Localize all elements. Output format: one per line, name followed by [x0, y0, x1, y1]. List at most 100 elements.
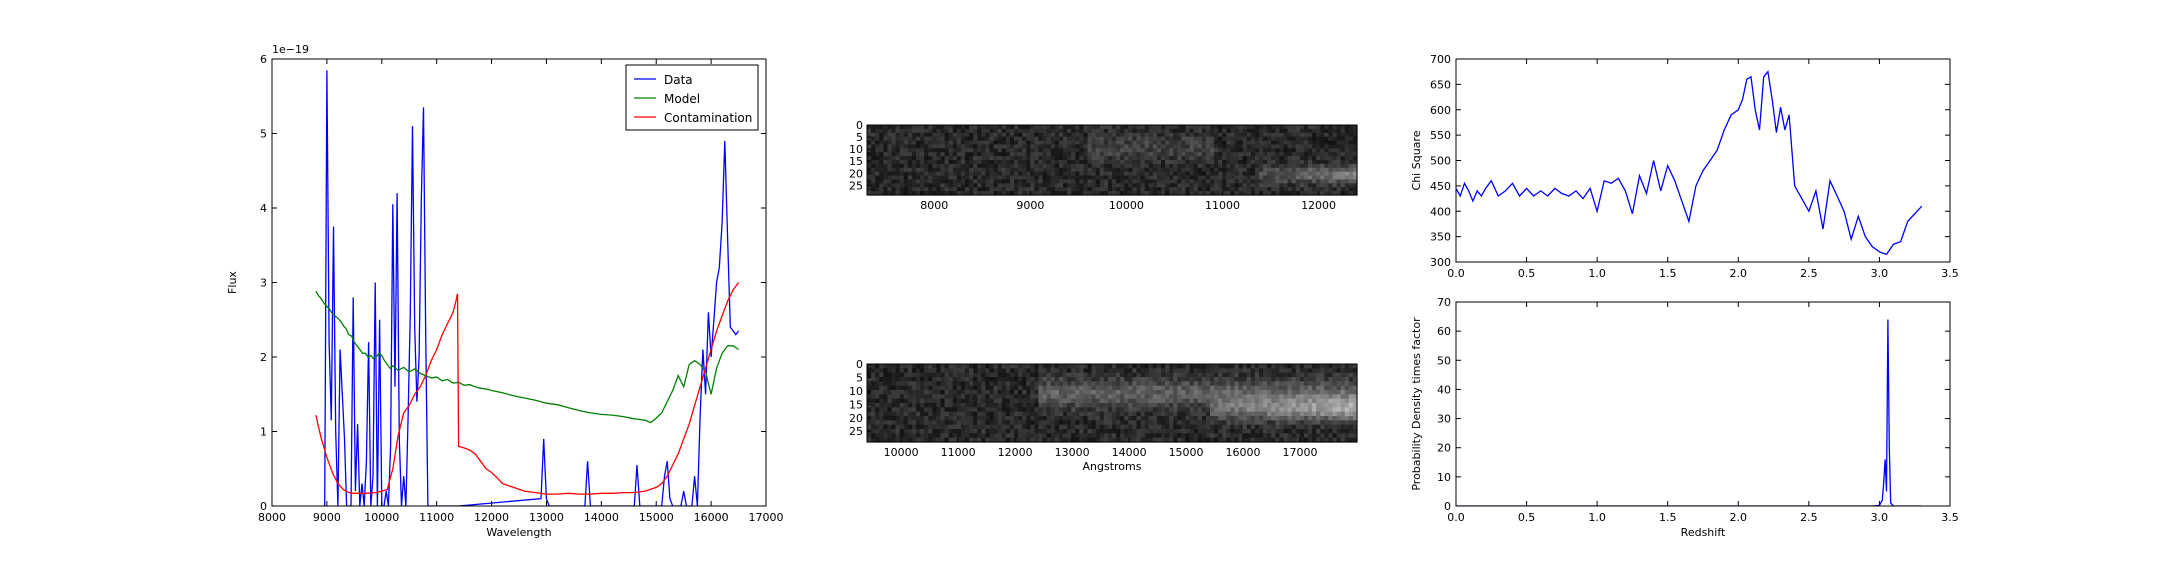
pixel [1320, 125, 1325, 130]
pixel [1324, 411, 1330, 417]
pixel [879, 191, 884, 196]
pixel [1018, 125, 1023, 130]
pixel [985, 191, 991, 196]
pixel [1091, 381, 1097, 387]
pixel [1165, 407, 1170, 413]
pixel [1022, 385, 1027, 391]
pixel [1071, 390, 1076, 395]
pixel [997, 125, 1003, 130]
pixel [1075, 167, 1080, 173]
pixel [1340, 183, 1346, 188]
pixel [1254, 403, 1260, 408]
pixel [1352, 132, 1358, 138]
pixel [1177, 390, 1183, 395]
pixel [1014, 433, 1019, 439]
pixel [1267, 407, 1272, 413]
pixel [1091, 372, 1097, 378]
pixel [1222, 171, 1227, 177]
pixel [1259, 160, 1264, 165]
pixel [1197, 407, 1203, 413]
pixel [1075, 156, 1080, 161]
pixel [940, 368, 946, 374]
pixel [1005, 136, 1011, 142]
pixel [1250, 128, 1256, 134]
pixel [1230, 368, 1236, 374]
pixel [1299, 175, 1305, 181]
pixel [1103, 411, 1109, 417]
pixel [1177, 429, 1183, 434]
pixel [940, 390, 946, 395]
pixel [1177, 148, 1183, 153]
pixel [1181, 175, 1187, 181]
pixel [887, 179, 893, 184]
pixel [1263, 385, 1268, 391]
pixel [944, 179, 950, 184]
pixel [936, 416, 942, 421]
pixel [969, 140, 974, 146]
pixel [1214, 179, 1219, 184]
pixel [1246, 179, 1252, 184]
pixel [1295, 433, 1301, 439]
pixel [1140, 183, 1146, 188]
pixel [1226, 407, 1232, 413]
pixel [1197, 132, 1203, 138]
pixel [1201, 411, 1207, 417]
pixel [1136, 144, 1142, 149]
pixel [1250, 163, 1256, 169]
pixel [1112, 136, 1117, 142]
pixel [1026, 128, 1031, 134]
pixel [1279, 167, 1285, 173]
pixel [1018, 136, 1023, 142]
pixel [985, 429, 991, 434]
pixel [1034, 437, 1040, 443]
pixel [1026, 160, 1031, 165]
pixel [1165, 381, 1170, 387]
pixel [1132, 433, 1138, 439]
pixel [1263, 377, 1268, 382]
pixel [911, 372, 917, 378]
pixel [1038, 372, 1044, 378]
pixel [1136, 416, 1142, 421]
pixel [1058, 394, 1064, 400]
pixel [1238, 191, 1244, 196]
pixel [1124, 140, 1129, 146]
pixel [1148, 411, 1154, 417]
pixel [1148, 372, 1154, 378]
pixel [895, 128, 901, 134]
pixel [911, 152, 917, 157]
pixel [1303, 163, 1309, 169]
pixel [1173, 394, 1178, 400]
pixel [1181, 187, 1187, 192]
pixel [956, 187, 962, 192]
pixel [1201, 385, 1207, 391]
pixel [952, 368, 958, 374]
pixel [1161, 364, 1166, 369]
pixel [1271, 398, 1276, 404]
pixel [1352, 183, 1358, 188]
pixel [1295, 148, 1301, 153]
pixel [944, 372, 950, 378]
pixel [1046, 163, 1052, 169]
pixel [1328, 183, 1334, 188]
pixel [932, 420, 938, 426]
pixel [1230, 429, 1236, 434]
pixel [952, 420, 958, 426]
pixel [1254, 377, 1260, 382]
pixel [1303, 171, 1309, 177]
pixel [1267, 160, 1272, 165]
pixel [969, 372, 974, 378]
pixel [1283, 187, 1289, 192]
pixel [1299, 140, 1305, 146]
pixel [1071, 429, 1076, 434]
pixel [1173, 403, 1178, 408]
pixel [1189, 132, 1195, 138]
pixel [1058, 416, 1064, 421]
y-tick-label: 20 [849, 412, 863, 425]
pixel [1263, 183, 1268, 188]
pixel [1091, 156, 1097, 161]
pixel [1165, 416, 1170, 421]
pixel [1152, 187, 1158, 192]
pixel [1120, 187, 1125, 192]
pixel [1165, 390, 1170, 395]
pixel [911, 128, 917, 134]
